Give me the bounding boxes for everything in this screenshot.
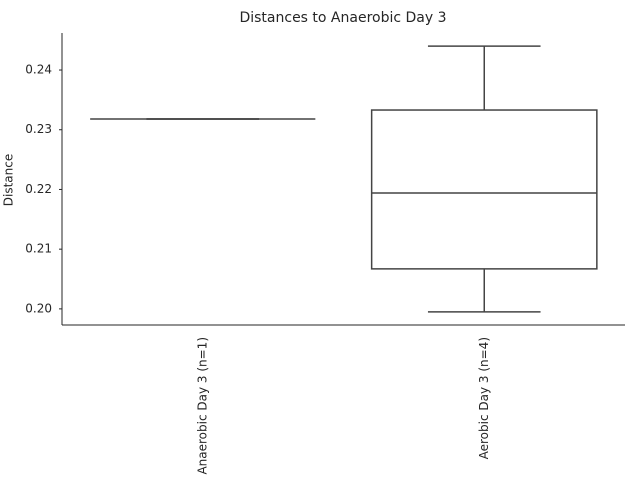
y-tick-label: 0.21 xyxy=(25,242,52,256)
y-axis-label: Distance xyxy=(2,154,16,206)
chart-title: Distances to Anaerobic Day 3 xyxy=(239,10,446,26)
y-tick-label: 0.24 xyxy=(25,63,52,77)
x-tick-label: Aerobic Day 3 (n=4) xyxy=(477,337,491,459)
x-tick-label: Anaerobic Day 3 (n=1) xyxy=(195,337,209,475)
y-tick-label: 0.20 xyxy=(25,301,52,315)
box xyxy=(370,109,598,270)
y-tick-label: 0.23 xyxy=(25,122,52,136)
y-tick-label: 0.22 xyxy=(25,182,52,196)
